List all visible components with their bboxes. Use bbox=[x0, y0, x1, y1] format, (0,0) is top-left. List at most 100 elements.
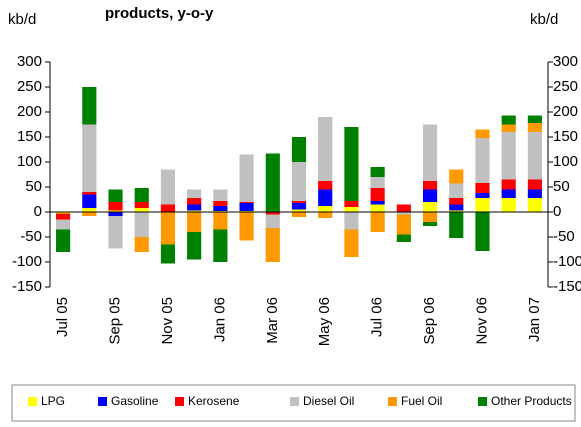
bar-segment bbox=[213, 212, 228, 230]
bar-segment bbox=[82, 124, 97, 192]
bar-segment bbox=[265, 228, 280, 262]
x-tick-label: Jan 06 bbox=[211, 297, 228, 342]
bar-segment bbox=[449, 210, 464, 212]
bar-segment bbox=[187, 198, 202, 205]
bar-segment bbox=[422, 181, 438, 190]
bar-segment bbox=[82, 87, 97, 125]
bar-segment bbox=[475, 129, 490, 138]
bar-segment bbox=[134, 208, 149, 212]
bar-segment bbox=[527, 189, 542, 198]
bar-segment bbox=[370, 167, 385, 177]
bar-segment bbox=[160, 212, 176, 245]
bar-segment bbox=[239, 212, 254, 241]
bar-segment bbox=[501, 198, 516, 212]
bar-segment bbox=[56, 212, 71, 214]
bar-segment bbox=[108, 210, 123, 212]
bar-segment bbox=[108, 202, 123, 211]
legend-swatch bbox=[388, 397, 397, 406]
bar-segment bbox=[187, 212, 202, 232]
legend-box bbox=[11, 384, 576, 422]
bar-segment bbox=[449, 198, 464, 205]
y2-tick-label: 50 bbox=[553, 178, 570, 195]
bar-segment bbox=[527, 123, 542, 132]
bar-segment bbox=[396, 212, 411, 215]
bar-segment bbox=[475, 183, 490, 193]
bar-segment bbox=[56, 213, 71, 220]
legend-swatch bbox=[98, 397, 107, 406]
y-tick-label: 50 bbox=[25, 178, 42, 195]
bar-segment bbox=[501, 179, 516, 190]
bar-segment bbox=[239, 203, 254, 211]
legend-label: Fuel Oil bbox=[401, 394, 442, 408]
y2-tick-label: 250 bbox=[553, 78, 578, 95]
bar-segment bbox=[370, 188, 385, 201]
bar-segment bbox=[449, 183, 464, 198]
x-tick-label: Sep 06 bbox=[421, 297, 438, 345]
bar-segment bbox=[187, 210, 202, 212]
bar-segment bbox=[344, 229, 359, 257]
bar-segment bbox=[160, 244, 176, 264]
legend-label: Gasoline bbox=[111, 394, 159, 408]
bar-segment bbox=[396, 214, 411, 235]
bar-segment bbox=[422, 202, 438, 212]
bar-segment bbox=[291, 137, 307, 162]
bar-segment bbox=[265, 153, 280, 212]
bar-segment bbox=[370, 204, 385, 212]
bar-segment bbox=[344, 212, 359, 230]
bar-segment bbox=[370, 201, 385, 205]
bar-segment bbox=[213, 229, 228, 262]
bar-segment bbox=[291, 162, 307, 201]
bar-segment bbox=[108, 189, 123, 202]
bar-segment bbox=[291, 203, 307, 210]
bar-segment bbox=[422, 124, 438, 181]
legend-label: LPG bbox=[41, 394, 65, 408]
bar-segment bbox=[475, 193, 490, 198]
bar-segment bbox=[82, 194, 97, 208]
bar-segment bbox=[291, 201, 307, 203]
bar-segment bbox=[82, 212, 97, 216]
bar-segment bbox=[56, 219, 71, 230]
bar-segment bbox=[291, 209, 307, 212]
legend-swatch bbox=[478, 397, 487, 406]
bar-segment bbox=[134, 212, 149, 237]
bar-segment bbox=[501, 115, 516, 125]
bar-segment bbox=[527, 132, 542, 180]
x-tick-label: Jul 06 bbox=[369, 297, 386, 337]
legend-swatch bbox=[290, 397, 299, 406]
y2-tick-label: -100 bbox=[553, 253, 581, 270]
y-tick-label: 250 bbox=[17, 78, 42, 95]
bar-segment bbox=[82, 208, 97, 212]
bar-segment bbox=[318, 212, 333, 218]
bar-segment bbox=[475, 198, 490, 212]
bar-segment bbox=[396, 234, 411, 242]
y-tick-label: -150 bbox=[12, 278, 42, 295]
bar-segment bbox=[318, 181, 333, 190]
bar-segment bbox=[344, 127, 359, 201]
legend-swatch bbox=[175, 397, 184, 406]
bar-segment bbox=[318, 117, 333, 181]
bar-segment bbox=[265, 214, 280, 228]
x-tick-label: Nov 05 bbox=[159, 297, 176, 345]
x-tick-label: Sep 05 bbox=[106, 297, 123, 345]
bar-segment bbox=[134, 237, 149, 252]
bar-segment bbox=[318, 206, 333, 212]
legend-label: Diesel Oil bbox=[303, 394, 354, 408]
bar-segment bbox=[134, 188, 149, 202]
bar-segment bbox=[344, 201, 359, 207]
bar-segment bbox=[527, 179, 542, 190]
bar-segment bbox=[239, 154, 254, 202]
bar-segment bbox=[449, 212, 464, 238]
bar-segment bbox=[213, 206, 228, 211]
y-tick-label: -50 bbox=[20, 228, 42, 245]
x-tick-label: Nov 06 bbox=[473, 297, 490, 345]
bar-segment bbox=[449, 169, 464, 184]
y2-tick-label: 150 bbox=[553, 128, 578, 145]
bar-segment bbox=[265, 212, 280, 215]
y2-tick-label: 200 bbox=[553, 103, 578, 120]
y-axis-label: kb/d bbox=[8, 11, 36, 28]
legend-swatch bbox=[28, 397, 37, 406]
y2-tick-label: -50 bbox=[553, 228, 575, 245]
bar-segment bbox=[370, 177, 385, 188]
bar-segment bbox=[527, 198, 542, 212]
